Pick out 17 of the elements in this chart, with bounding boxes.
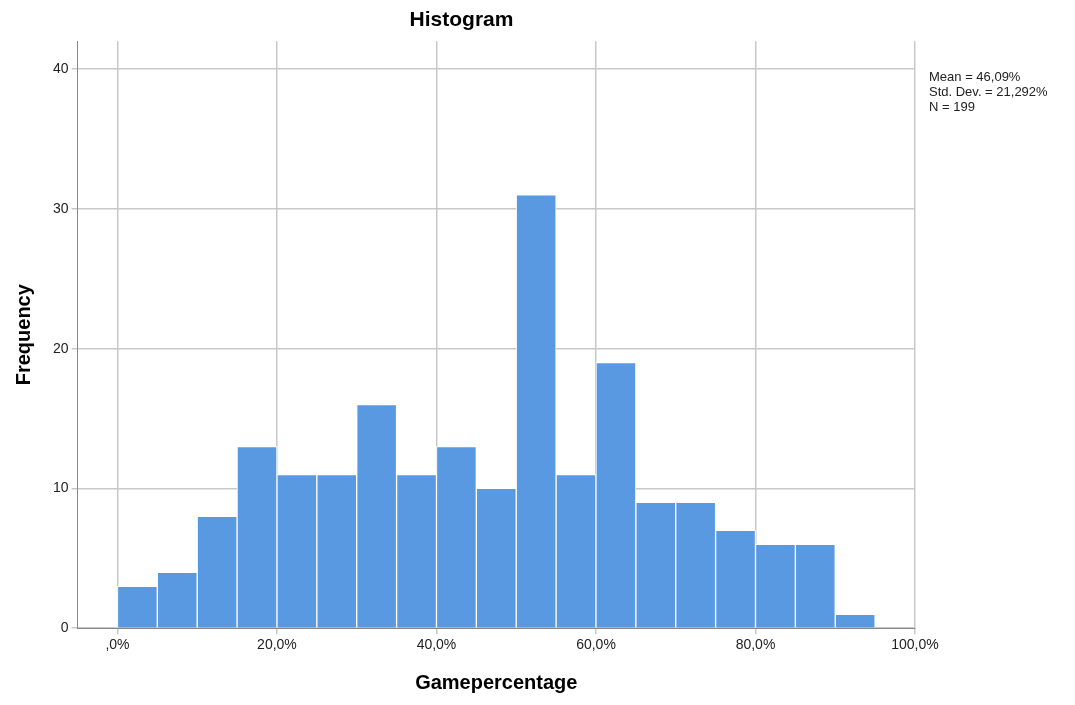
x-tick-label: 20,0% <box>257 636 297 653</box>
text: N = 199 <box>929 99 975 115</box>
x-tick-label: 40,0% <box>416 636 457 653</box>
text: Mean = 46,09% <box>929 69 1021 85</box>
x-axis-title: Gamepercentage <box>415 670 578 693</box>
y-axis-title: Frequency <box>11 283 34 386</box>
x-tick-label: 80,0% <box>735 636 776 653</box>
x-tick-label: ,0% <box>105 636 130 653</box>
y-tick-label: 20 <box>52 339 69 356</box>
y-tick-label: 30 <box>52 199 69 216</box>
y-tick-label: 40 <box>52 60 69 77</box>
text: Std. Dev. = 21,292% <box>929 84 1049 100</box>
y-tick-label: 10 <box>52 479 69 496</box>
x-tick-label: 100,0% <box>891 636 939 653</box>
chart-title: Histogram <box>409 7 514 31</box>
y-tick-label: 0 <box>60 619 69 636</box>
x-tick-label: 60,0% <box>576 636 616 653</box>
